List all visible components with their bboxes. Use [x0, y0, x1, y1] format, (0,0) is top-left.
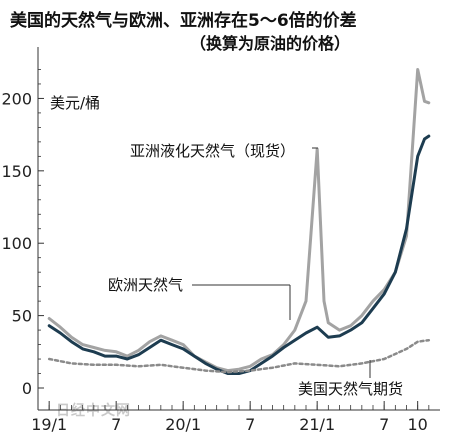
series-annotation-label: 亚洲液化天然气（现货） — [130, 142, 295, 160]
y-tick-label: 150 — [1, 162, 32, 181]
series-line — [47, 134, 431, 375]
y-tick-label: 50 — [12, 307, 32, 326]
chart-subtitle: （换算为原油的价格） — [190, 34, 351, 53]
x-tick-label: 19/1 — [31, 415, 67, 434]
y-tick-label: 0 — [22, 379, 32, 398]
x-tick-label: 10 — [407, 415, 427, 434]
x-tick-label: 7 — [111, 415, 121, 434]
y-tick-label: 200 — [1, 89, 32, 108]
x-tick-label: 7 — [245, 415, 255, 434]
x-tick-label: 20/1 — [165, 415, 201, 434]
series-annotation-label: 欧洲天然气 — [108, 276, 183, 294]
chart-title: 美国的天然气与欧洲、亚洲存在5～6倍的价差 — [10, 11, 357, 31]
watermark-logo: 日经中文网 — [56, 403, 131, 419]
x-tick-label: 7 — [379, 415, 389, 434]
x-tick-label: 21/1 — [299, 415, 335, 434]
y-tick-label: 100 — [1, 234, 32, 253]
series-line — [47, 338, 431, 374]
series-annotation-label: 美国天然气期货 — [298, 380, 403, 398]
y-axis-unit-label: 美元/桶 — [50, 94, 100, 112]
series-line — [47, 68, 431, 373]
